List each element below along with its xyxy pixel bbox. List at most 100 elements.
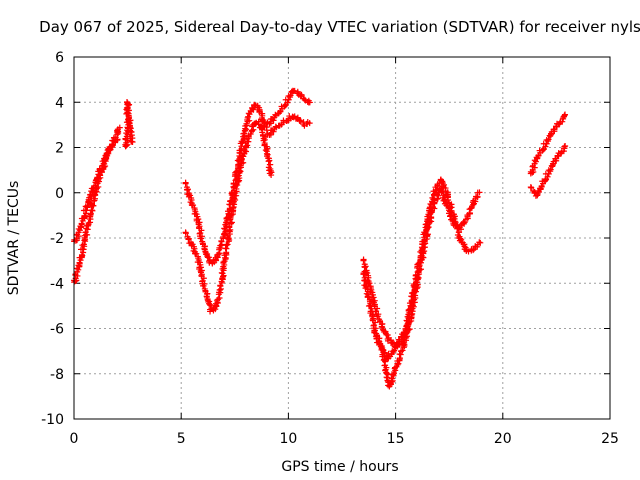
series-arc2d — [264, 113, 313, 139]
data-point — [384, 337, 391, 344]
data-point — [217, 242, 224, 249]
data-point — [449, 218, 456, 225]
data-point — [447, 213, 454, 220]
data-point — [270, 117, 277, 124]
data-point — [114, 136, 121, 143]
x-tick-label: 0 — [70, 431, 79, 447]
data-series — [71, 87, 569, 390]
data-point — [532, 158, 539, 165]
data-point — [228, 219, 235, 226]
x-tick-label: 15 — [387, 431, 405, 447]
data-point — [461, 219, 468, 226]
series-arc1c — [122, 98, 136, 150]
data-point — [198, 227, 205, 234]
data-point — [363, 290, 370, 297]
grid-lines — [74, 57, 610, 419]
series-arc2b — [182, 118, 275, 315]
data-point — [371, 329, 378, 336]
data-point — [395, 360, 402, 367]
data-point — [240, 153, 247, 160]
data-point — [128, 138, 135, 145]
data-point — [216, 295, 223, 302]
data-point — [306, 99, 313, 106]
data-point — [390, 348, 397, 355]
data-point — [476, 239, 483, 246]
data-point — [360, 257, 367, 264]
data-point — [562, 142, 569, 149]
data-point — [100, 161, 107, 168]
data-point — [217, 283, 224, 290]
data-point — [372, 319, 379, 326]
data-point — [404, 329, 411, 336]
data-point — [306, 120, 313, 127]
data-point — [291, 87, 298, 94]
data-point — [262, 147, 269, 154]
data-point — [272, 111, 279, 118]
data-point — [242, 126, 249, 133]
data-point — [252, 120, 259, 127]
data-point — [360, 271, 367, 278]
x-axis-label: GPS time / hours — [281, 459, 398, 475]
data-point — [373, 335, 380, 342]
y-tick-labels: -10 -8 -6 -4 -2 0 2 4 6 — [41, 50, 64, 428]
data-point — [126, 101, 133, 108]
data-point — [227, 220, 234, 227]
y-tick-label: 4 — [55, 95, 64, 111]
data-point — [218, 238, 225, 245]
x-tick-labels: 0 5 10 15 20 25 — [70, 431, 619, 447]
data-point — [233, 185, 240, 192]
y-tick-label: -4 — [50, 276, 64, 292]
data-point — [413, 285, 420, 292]
data-point — [536, 189, 543, 196]
y-axis-label: SDTVAR / TECUs — [6, 181, 22, 296]
data-point — [124, 109, 131, 116]
series-arc1b — [71, 136, 121, 245]
data-point — [90, 185, 97, 192]
data-point — [547, 166, 554, 173]
data-point — [218, 285, 225, 292]
data-point — [116, 124, 123, 131]
data-point — [539, 146, 546, 153]
series-arc2c — [264, 87, 313, 127]
y-tick-label: 2 — [55, 141, 64, 157]
data-point — [417, 259, 424, 266]
data-point — [89, 207, 96, 214]
data-point — [272, 123, 279, 130]
data-point — [429, 203, 436, 210]
data-point — [182, 180, 189, 187]
data-point — [438, 188, 445, 195]
data-point — [198, 235, 205, 242]
data-point — [439, 188, 446, 195]
data-point — [124, 104, 131, 111]
data-point — [287, 92, 294, 99]
data-point — [239, 139, 246, 146]
data-point — [528, 184, 535, 191]
x-tick-label: 10 — [279, 431, 297, 447]
chart-title: Day 067 of 2025, Sidereal Day-to-day VTE… — [39, 18, 640, 36]
y-tick-label: 0 — [55, 186, 64, 202]
data-point — [562, 111, 569, 118]
data-point — [545, 136, 552, 143]
data-point — [438, 178, 445, 185]
data-point — [234, 182, 241, 189]
data-point — [185, 235, 192, 242]
y-tick-label: 6 — [55, 50, 64, 66]
data-point — [465, 248, 472, 255]
data-point — [391, 347, 398, 354]
data-point — [440, 192, 447, 199]
data-point — [114, 127, 121, 134]
series-arc3b — [360, 185, 483, 390]
data-point — [424, 231, 431, 238]
series-arc4b — [527, 142, 569, 199]
data-point — [187, 199, 194, 206]
data-point — [224, 241, 231, 248]
data-point — [420, 249, 427, 256]
series-arc4a — [527, 111, 569, 177]
data-point — [365, 303, 372, 310]
data-point — [247, 131, 254, 138]
data-point — [191, 210, 198, 217]
series-arc3c — [371, 328, 411, 362]
data-point — [96, 172, 103, 179]
data-point — [84, 202, 91, 209]
